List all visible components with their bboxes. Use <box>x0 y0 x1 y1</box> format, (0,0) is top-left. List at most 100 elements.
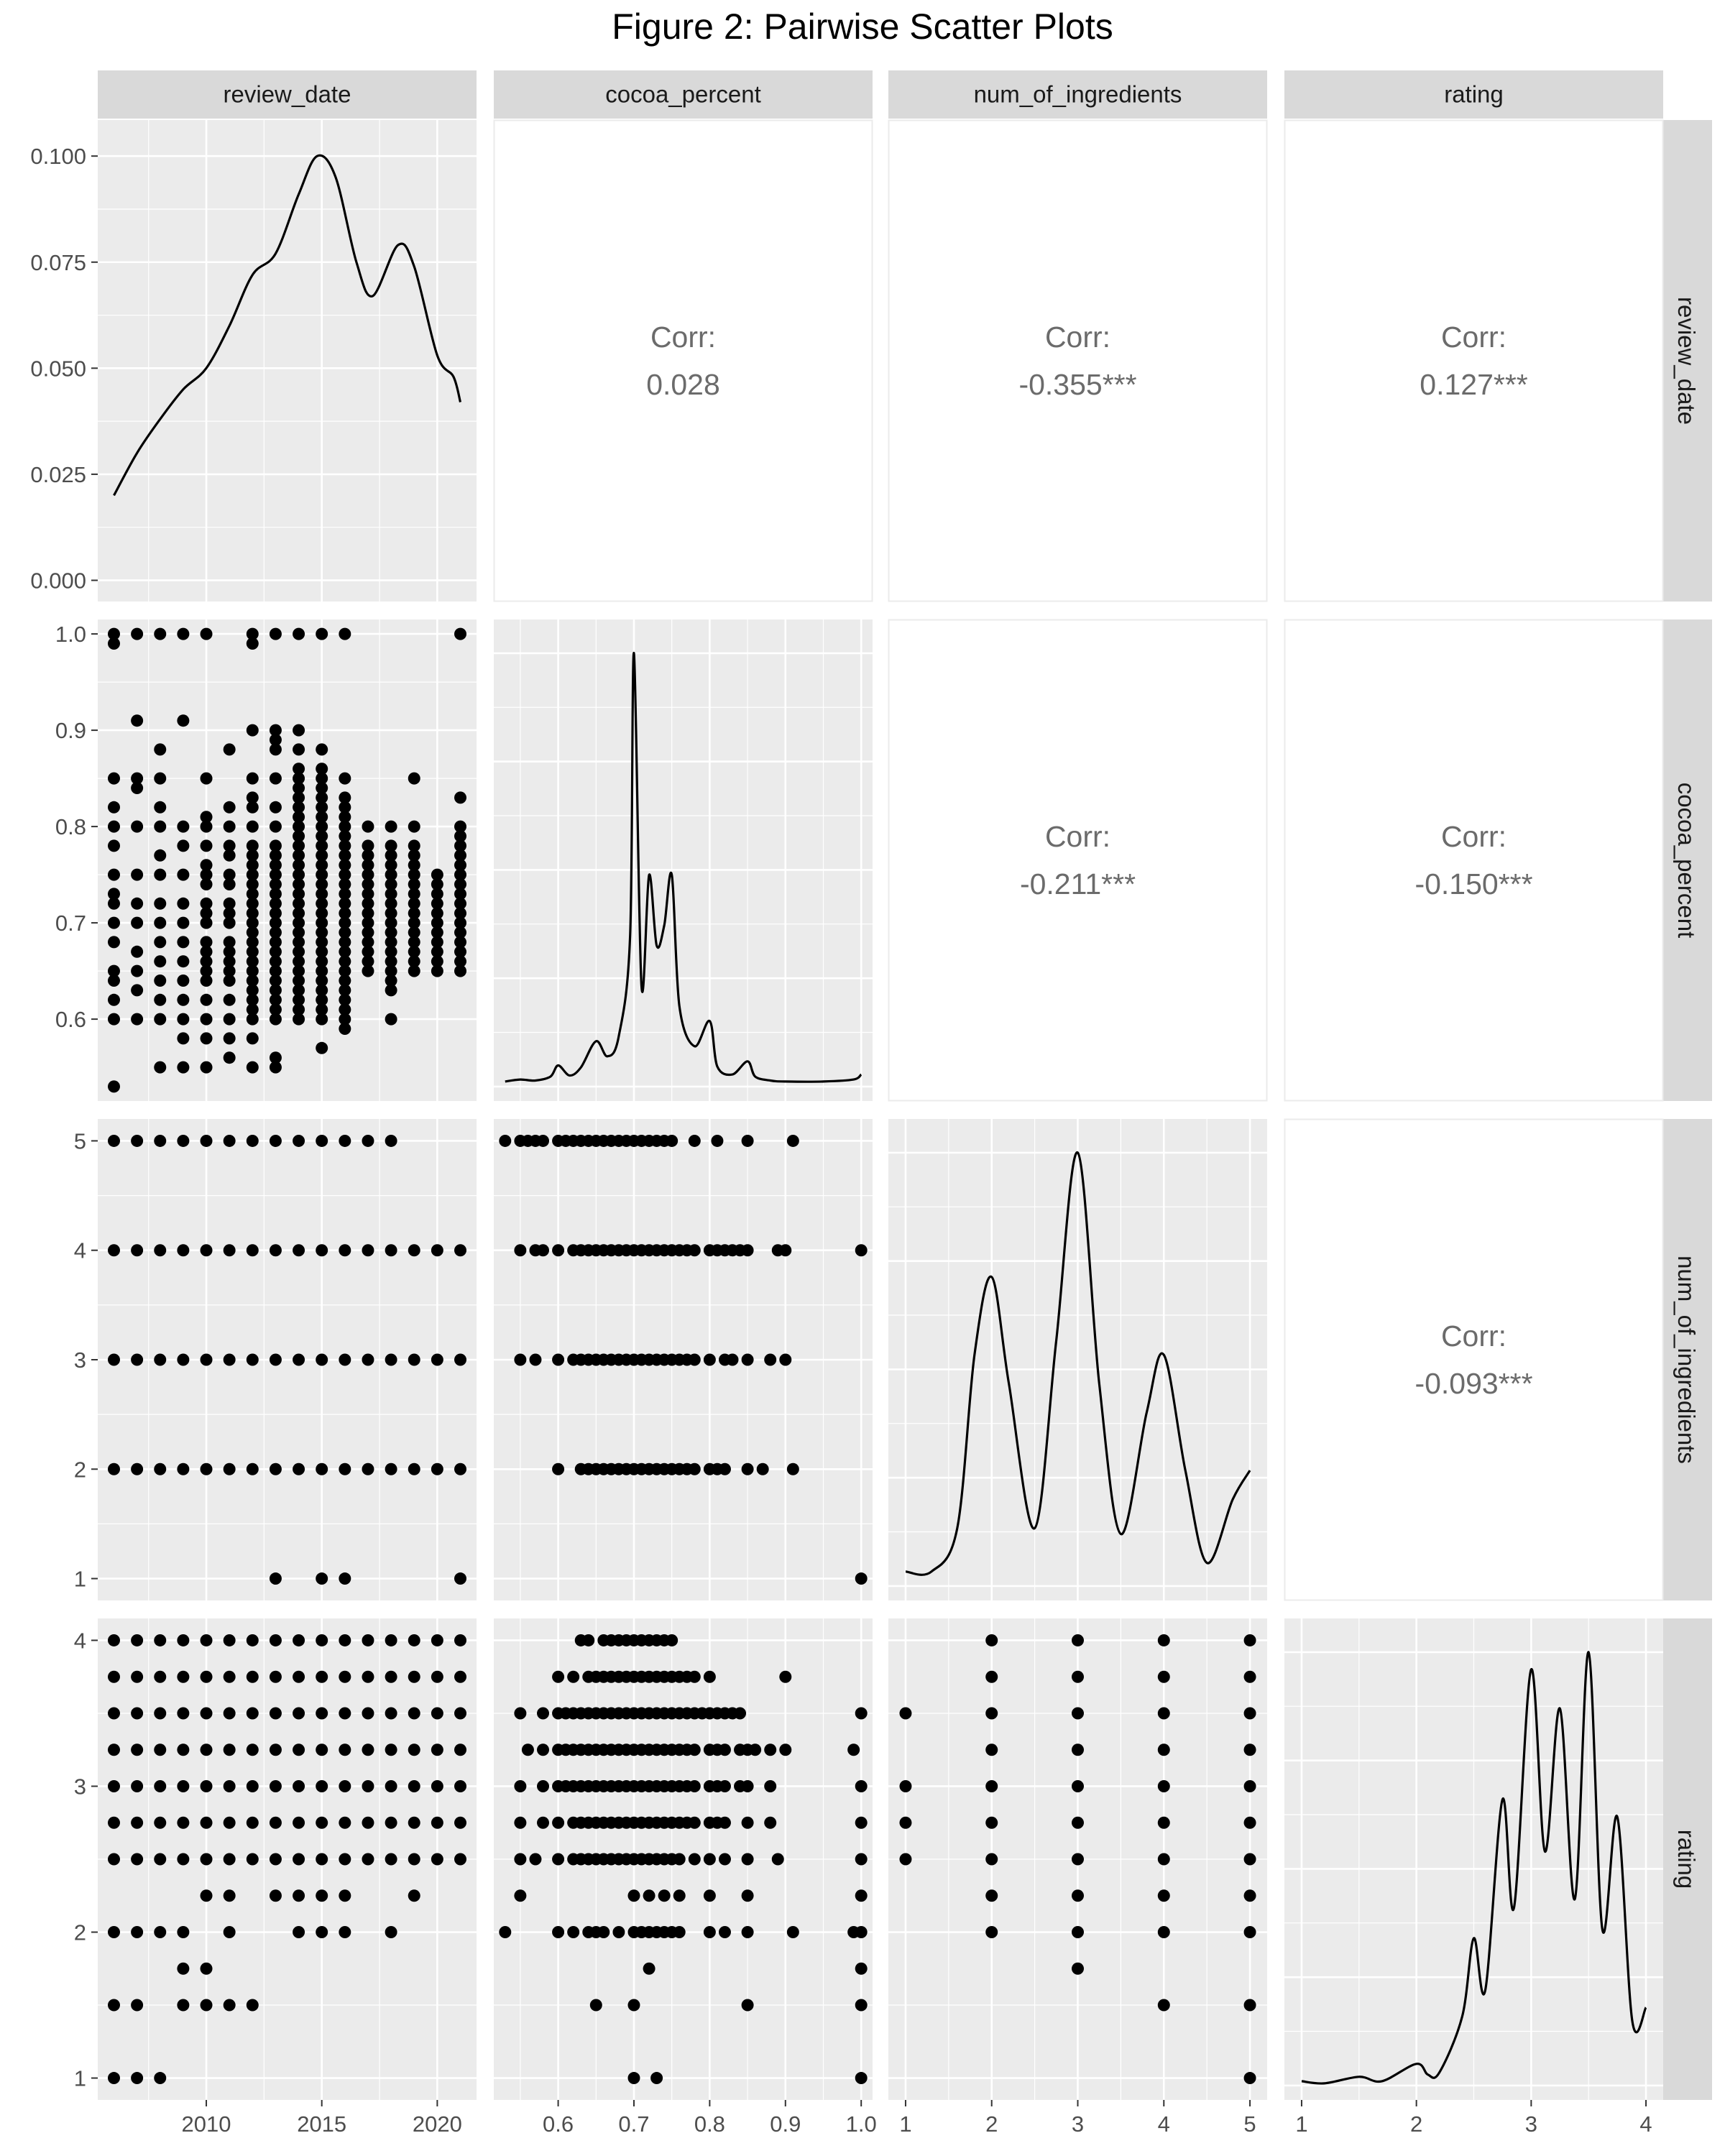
scatter-point <box>454 1634 467 1646</box>
scatter-point <box>711 1134 724 1147</box>
scatter-point <box>779 1353 792 1366</box>
scatter-point <box>316 791 328 804</box>
scatter-point <box>385 839 397 852</box>
scatter-point <box>688 1743 701 1756</box>
scatter-point <box>154 1244 167 1257</box>
scatter-point <box>269 1572 282 1585</box>
scatter-point <box>362 1670 374 1683</box>
scatter-point <box>408 1707 420 1720</box>
scatter-point <box>514 1816 527 1829</box>
scatter-point <box>107 975 120 987</box>
scatter-point <box>537 1816 550 1829</box>
scatter-point <box>552 1462 565 1475</box>
scatter-point <box>431 1816 443 1829</box>
scatter-point <box>431 1670 443 1683</box>
scatter-point <box>362 936 374 949</box>
scatter-point <box>200 955 213 968</box>
panel-cocoa_percent-vs-review_date <box>98 619 477 1101</box>
scatter-point <box>200 1134 213 1147</box>
scatter-point <box>200 1999 213 2012</box>
scatter-point <box>431 936 443 949</box>
scatter-point <box>107 993 120 1006</box>
scatter-point <box>316 1013 328 1026</box>
scatter-point <box>362 1707 374 1720</box>
scatter-point <box>246 878 259 890</box>
scatter-point <box>200 945 213 958</box>
scatter-point <box>269 839 282 852</box>
scatter-point <box>154 975 167 987</box>
scatter-point <box>514 1889 527 1902</box>
scatter-point <box>154 897 167 910</box>
scatter-point <box>200 1816 213 1829</box>
scatter-point <box>316 763 328 775</box>
strip-label-right-rating: rating <box>1673 1830 1700 1889</box>
scatter-point <box>339 868 351 881</box>
scatter-point <box>269 1051 282 1064</box>
scatter-point <box>431 888 443 900</box>
scatter-point <box>673 1853 686 1866</box>
scatter-point <box>855 1999 868 2012</box>
scatter-point <box>223 820 236 833</box>
scatter-point <box>316 984 328 997</box>
scatter-point <box>1072 1670 1084 1683</box>
scatter-point <box>454 945 467 958</box>
scatter-point <box>537 1779 550 1792</box>
scatter-point <box>107 1244 120 1257</box>
scatter-point <box>246 801 259 814</box>
scatter-point <box>293 1353 305 1366</box>
scatter-point <box>154 1707 167 1720</box>
scatter-point <box>269 984 282 997</box>
scatter-point <box>764 1816 777 1829</box>
scatter-point <box>316 1572 328 1585</box>
scatter-point <box>269 1889 282 1902</box>
density-curve-cocoa_percent <box>505 652 862 1083</box>
scatter-point <box>567 1670 580 1683</box>
scatter-point <box>385 984 397 997</box>
y-tick-label: 0.050 <box>30 356 86 381</box>
scatter-point <box>779 1670 792 1683</box>
scatter-point <box>246 1462 259 1475</box>
strip-top-review_date <box>98 70 477 119</box>
scatter-point <box>855 1962 868 1975</box>
scatter-point <box>269 1134 282 1147</box>
scatter-point <box>200 907 213 920</box>
scatter-point <box>316 1462 328 1475</box>
scatter-point <box>223 975 236 987</box>
scatter-point <box>362 878 374 890</box>
scatter-point <box>154 955 167 968</box>
scatter-point <box>1243 2072 1256 2085</box>
scatter-point <box>339 849 351 862</box>
scatter-point <box>154 1061 167 1074</box>
scatter-point <box>1157 1853 1170 1866</box>
scatter-point <box>316 772 328 785</box>
scatter-point <box>339 627 351 640</box>
scatter-point <box>499 1926 512 1939</box>
scatter-point <box>985 1743 998 1756</box>
scatter-point <box>408 1244 420 1257</box>
x-tick-label: 1.0 <box>846 2111 877 2137</box>
scatter-point <box>454 1816 467 1829</box>
corr-value: 0.127*** <box>1420 368 1528 401</box>
scatter-point <box>408 1743 420 1756</box>
scatter-point <box>362 1816 374 1829</box>
scatter-point <box>223 1134 236 1147</box>
scatter-point <box>339 1634 351 1646</box>
scatter-point <box>339 907 351 920</box>
scatter-point <box>741 1779 754 1792</box>
scatter-point <box>293 772 305 785</box>
scatter-point <box>269 964 282 977</box>
scatter-point <box>385 820 397 833</box>
scatter-point <box>339 1670 351 1683</box>
scatter-point <box>223 1670 236 1683</box>
scatter-point <box>627 2072 640 2085</box>
scatter-point <box>293 743 305 756</box>
scatter-point <box>385 878 397 890</box>
scatter-point <box>223 964 236 977</box>
scatter-point <box>269 772 282 785</box>
scatter-point <box>529 1853 542 1866</box>
scatter-point <box>339 926 351 939</box>
scatter-point <box>154 936 167 949</box>
scatter-point <box>1157 1816 1170 1829</box>
scatter-point <box>316 1134 328 1147</box>
scatter-point <box>177 1779 190 1792</box>
